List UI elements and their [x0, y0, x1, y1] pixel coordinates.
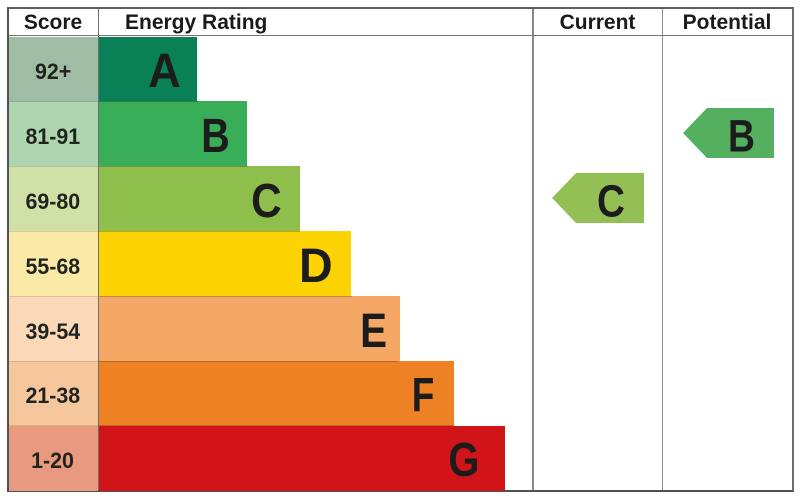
svg-text:C: C: [597, 176, 625, 226]
svg-text:B: B: [728, 111, 755, 161]
